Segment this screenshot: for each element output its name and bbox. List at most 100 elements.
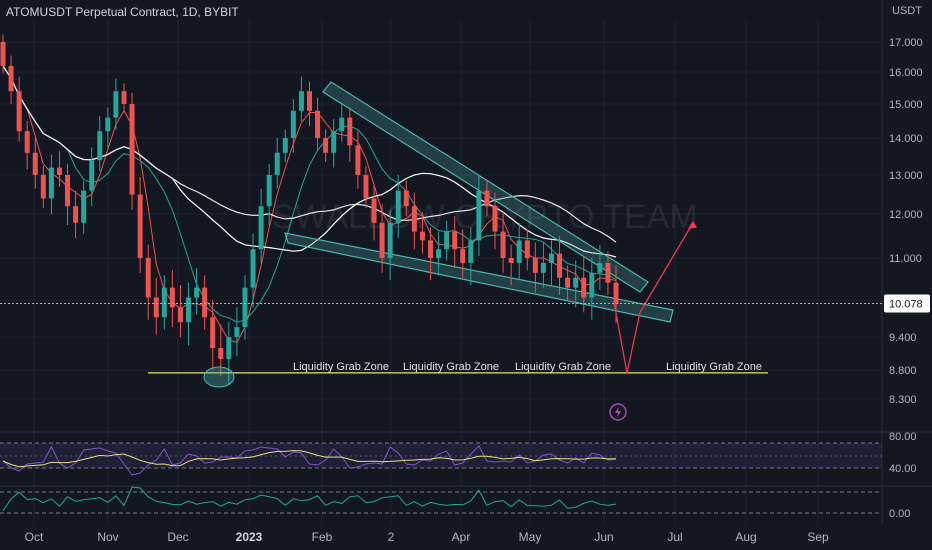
- rsi-ma-line: [2, 450, 617, 468]
- candle-body: [371, 198, 377, 223]
- currency-label: USDT: [892, 5, 922, 17]
- candle-body: [597, 262, 603, 273]
- rsi-line: [2, 445, 617, 476]
- price-tick-label: 11.000: [889, 253, 922, 265]
- price-tick-label: 14.000: [889, 133, 923, 145]
- candle-body: [355, 145, 361, 175]
- candle-body: [89, 160, 95, 191]
- candle-body: [16, 91, 22, 132]
- chart-title: ATOMUSDT Perpetual Contract, 1D, BYBIT: [6, 5, 239, 19]
- rsi-tick-label: 80.00: [889, 431, 917, 443]
- candle-body: [250, 249, 256, 288]
- candle-body: [605, 262, 611, 283]
- candle-body: [48, 167, 54, 199]
- candle-body: [387, 222, 393, 258]
- wedge-upper-band: [322, 81, 649, 293]
- candle-body: [73, 206, 79, 223]
- candle-body: [145, 258, 151, 298]
- candle-body: [24, 131, 30, 153]
- candle-body: [32, 152, 38, 175]
- candle-body: [363, 175, 369, 199]
- candle-body: [460, 249, 466, 263]
- candle-body: [105, 117, 111, 132]
- candle-body: [121, 91, 127, 104]
- time-tick-label: Dec: [167, 530, 188, 544]
- candle-body: [40, 175, 46, 199]
- time-tick-label: May: [519, 530, 542, 544]
- candle-body: [161, 287, 167, 318]
- candle-body: [186, 297, 192, 323]
- candle-body: [113, 91, 119, 118]
- candle-body: [274, 152, 280, 175]
- candle-body: [8, 66, 14, 92]
- ma-mid-line: [2, 65, 617, 323]
- candle-body: [411, 206, 417, 232]
- price-tick-label: 12.000: [889, 209, 923, 221]
- time-axis: Oct Nov Dec 2023 Feb 2 Apr May Jun Jul Aug Sep: [25, 530, 829, 544]
- lightning-bolt-icon: [615, 406, 621, 418]
- liquidity-grab-zone-label: Liquidity Grab Zone: [515, 361, 611, 373]
- candle-body: [484, 190, 490, 207]
- candle-body: [427, 240, 433, 258]
- candle-body: [218, 348, 224, 359]
- candle-body: [468, 240, 474, 263]
- candle-body: [476, 190, 482, 241]
- candle-body: [444, 231, 450, 250]
- candle-body: [548, 253, 554, 263]
- time-tick-label: Sep: [807, 530, 829, 544]
- candle-body: [508, 258, 514, 263]
- price-tick-label: 17.000: [889, 37, 923, 49]
- candle-body: [500, 231, 506, 258]
- candle-body: [56, 167, 62, 175]
- candle-body: [379, 222, 385, 258]
- candle-body: [65, 175, 71, 207]
- candle-body: [573, 277, 579, 288]
- candle-body: [210, 317, 216, 348]
- osc-tick-label: 0.00: [889, 508, 910, 520]
- liquidity-grab-zone-label: Liquidity Grab Zone: [666, 361, 762, 373]
- time-tick-label: Apr: [452, 530, 471, 544]
- candle-body: [323, 138, 329, 153]
- price-tick-label: 8.300: [889, 394, 917, 406]
- candle-body: [81, 190, 87, 223]
- liquidity-grab-zone-label: Liquidity Grab Zone: [293, 361, 389, 373]
- chart-grid: [0, 0, 932, 525]
- projection-arrow-head: [688, 220, 697, 229]
- candle-body: [258, 206, 264, 250]
- time-tick-label: Oct: [25, 530, 44, 544]
- candle-body: [436, 249, 442, 258]
- liquidity-highlight-ellipse: [203, 366, 235, 388]
- rsi-pane: 80.00 40.00: [0, 431, 917, 476]
- candle-body: [137, 194, 143, 258]
- candle-body: [169, 287, 175, 308]
- price-tick-label: 13.000: [889, 170, 923, 182]
- candle-body: [298, 91, 304, 111]
- candle-body: [129, 104, 135, 195]
- candle-body: [452, 231, 458, 250]
- candle-body: [234, 327, 240, 337]
- candle-body: [282, 138, 288, 153]
- lightning-icon: [609, 403, 627, 421]
- candle-body: [339, 117, 345, 132]
- candle-body: [532, 258, 538, 273]
- candle-body: [395, 190, 401, 223]
- candle-body: [177, 307, 183, 323]
- price-tick-label: 8.800: [889, 365, 917, 377]
- price-tick-label: 16.000: [889, 67, 923, 79]
- candle-body: [202, 287, 208, 318]
- candle-body: [492, 206, 498, 232]
- candle-body: [242, 287, 248, 328]
- rsi-tick-label: 40.00: [889, 463, 917, 475]
- price-tick-label: 15.000: [889, 99, 923, 111]
- candle-body: [331, 131, 337, 153]
- candle-body: [540, 262, 546, 273]
- time-tick-label: 2023: [236, 530, 263, 544]
- candle-body: [307, 91, 312, 111]
- ma-longer-line: [2, 65, 617, 243]
- last-price-badge: [884, 294, 930, 313]
- candle-body: [581, 277, 587, 298]
- candle-body: [347, 117, 353, 146]
- candle-body: [153, 297, 159, 318]
- oscillator-pane: 0.00: [0, 486, 910, 520]
